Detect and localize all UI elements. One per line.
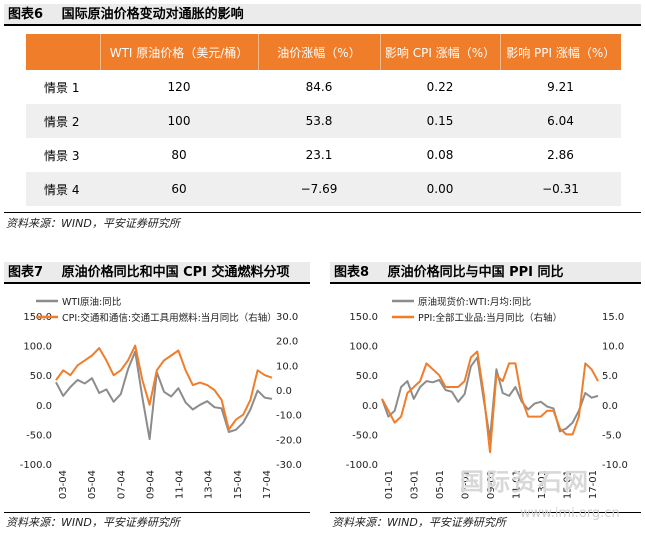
table-header-cell: 影响 CPI 涨幅（%）	[380, 34, 501, 70]
x-axis-tick-label: 13-01	[537, 470, 548, 499]
left-axis-tick-label: 0.0	[36, 401, 52, 412]
table-row: 情景 4 60 −7.69 0.00 −0.31	[26, 172, 621, 206]
right-axis-tick-label: -5.0	[602, 430, 622, 441]
x-axis-tick-label: 01-01	[384, 470, 395, 499]
x-axis-tick-label: 09-01	[486, 470, 497, 499]
right-axis-tick-label: 0.0	[602, 401, 618, 412]
x-axis-tick-label: 03-04	[58, 470, 69, 499]
table-cell: 60	[100, 172, 258, 206]
fig7-title-bar: 图表7 原油价格同比和中国 CPI 交通燃料分项	[4, 262, 310, 284]
x-axis-tick-label: 11-01	[512, 470, 523, 499]
table-cell: −7.69	[258, 172, 380, 206]
x-axis-tick-label: 15-04	[233, 470, 244, 499]
right-axis-tick-label: -20.0	[276, 435, 302, 446]
table-cell: 0.00	[380, 172, 500, 206]
fig8-title: 原油价格同比与中国 PPI 同比	[387, 265, 564, 280]
table-cell: 9.21	[547, 80, 574, 94]
table-cell: 80	[171, 148, 187, 162]
right-axis-tick-label: -10.0	[276, 411, 302, 422]
fig6-source-divider	[4, 212, 641, 213]
table-cell: 53.8	[258, 104, 380, 138]
legend-label: CPI:交通和通信:交通工具用燃料:当月同比（右轴）	[62, 312, 277, 324]
x-axis-tick-label: 07-04	[116, 470, 127, 499]
x-axis-tick-label: 03-01	[410, 470, 421, 499]
right-axis-tick-label: 10.0	[276, 361, 298, 372]
right-axis-tick-label: 20.0	[276, 337, 298, 348]
table-row: 情景 2 100 53.8 0.15 6.04	[26, 104, 621, 138]
left-axis-tick-label: 100.0	[349, 342, 378, 353]
oil-inflation-table: WTI 原油价格（美元/桶） 油价涨幅（%） 影响 CPI 涨幅（%） 影响 P…	[26, 34, 621, 206]
fig8-chart: 150.0 100.0 50.0 0.0 -50.0 -100.0 15.0 10.0 5.0 0…	[346, 296, 628, 499]
x-axis-tick-label: 15-01	[563, 470, 574, 499]
series-line-gray	[55, 350, 273, 441]
fig7-chart: 150.0100.050.00.0-50.0-100.030.020.010.0…	[20, 296, 302, 499]
legend-label: 原油现货价:WTI:月均:同比	[418, 296, 531, 308]
left-axis-tick-label: -100.0	[346, 460, 378, 471]
x-axis-tick-label: 07-01	[461, 470, 472, 499]
fig6-title-bar: 图表6 国际原油价格变动对通胀的影响	[4, 4, 641, 26]
right-axis-tick-label: -30.0	[276, 460, 302, 471]
table-cell: 2.86	[547, 148, 574, 162]
fig8-source-divider	[330, 512, 641, 513]
legend-label: PPI:全部工业品:当月同比（右轴）	[418, 312, 562, 324]
watermark-logo: 国际资石网	[460, 467, 590, 496]
x-axis-tick-label: 09-04	[145, 470, 156, 499]
table-cell: 6.04	[500, 104, 621, 138]
left-axis-tick-label: -100.0	[20, 460, 52, 471]
series-line-orange	[55, 344, 273, 431]
right-axis-tick-label: -10.0	[602, 460, 628, 471]
right-axis-tick-label: 0.0	[276, 386, 292, 397]
left-axis-tick-label: -50.0	[26, 430, 52, 441]
right-axis-tick-label: 15.0	[602, 312, 624, 323]
table-header-cell: WTI 原油价格（美元/桶）	[100, 34, 259, 70]
table-header-cell: 油价涨幅（%）	[258, 34, 381, 70]
x-axis-tick-label: 11-04	[175, 470, 186, 499]
fig6-source: 资料来源：WIND，平安证券研究所	[6, 217, 180, 230]
table-cell: 0.08	[426, 148, 454, 162]
left-axis-tick-label: 100.0	[23, 342, 52, 353]
table-cell: 情景 1	[44, 80, 80, 95]
legend-label: WTI原油:同比	[62, 296, 121, 308]
fig7-number: 图表7	[8, 265, 44, 280]
fig8-number: 图表8	[334, 265, 370, 280]
table-cell: 情景 2	[26, 104, 100, 138]
table-cell: 84.6	[305, 80, 333, 94]
series-line-orange	[381, 350, 599, 454]
right-axis-tick-label: 30.0	[276, 312, 298, 323]
table-cell: 情景 4	[26, 172, 100, 206]
right-axis-tick-label: 5.0	[602, 371, 618, 382]
fig8-title-bar: 图表8 原油价格同比与中国 PPI 同比	[330, 262, 641, 284]
left-axis-tick-label: 50.0	[30, 371, 52, 382]
table-cell: 120	[167, 80, 191, 94]
x-axis-tick-label: 17-04	[262, 470, 273, 499]
fig6-title: 国际原油价格变动对通胀的影响	[61, 7, 244, 22]
table-row: 情景 1 120 84.6 0.22 9.21	[26, 70, 621, 104]
x-axis-tick-label: 05-04	[87, 470, 98, 499]
fig8-source: 资料来源：WIND，平安证券研究所	[332, 516, 506, 529]
table-header-cell: 影响 PPI 涨幅（%）	[500, 34, 621, 70]
table-header-cell	[26, 34, 101, 70]
table-cell: 100	[100, 104, 258, 138]
fig7-source-divider	[4, 512, 310, 513]
series-line-gray	[381, 356, 599, 441]
left-axis-tick-label: 150.0	[349, 312, 378, 323]
fig7-source: 资料来源：WIND，平安证券研究所	[6, 516, 180, 529]
x-axis-tick-label: 13-04	[204, 470, 215, 499]
x-axis-tick-label: 05-01	[435, 470, 446, 499]
left-axis-tick-label: 50.0	[356, 371, 378, 382]
left-axis-tick-label: 0.0	[362, 401, 378, 412]
table-header-row: WTI 原油价格（美元/桶） 油价涨幅（%） 影响 CPI 涨幅（%） 影响 P…	[26, 34, 621, 70]
watermark-url: www.imi.org.cn	[520, 506, 620, 521]
fig7-title: 原油价格同比和中国 CPI 交通燃料分项	[61, 265, 290, 280]
fig6-number: 图表6	[8, 7, 44, 22]
table-cell: 23.1	[305, 148, 333, 162]
right-axis-tick-label: 10.0	[602, 342, 624, 353]
left-axis-tick-label: -50.0	[352, 430, 378, 441]
table-cell: 0.22	[426, 80, 454, 94]
table-cell: −0.31	[500, 172, 621, 206]
table-cell: 0.15	[380, 104, 500, 138]
x-axis-tick-label: 17-01	[588, 470, 599, 499]
table-row: 情景 3 80 23.1 0.08 2.86	[26, 138, 621, 172]
table-cell: 情景 3	[44, 148, 80, 163]
